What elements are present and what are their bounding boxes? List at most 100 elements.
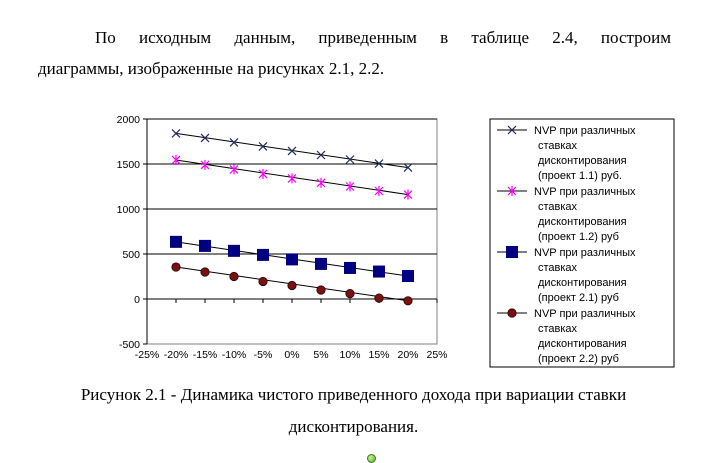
point-marker (228, 244, 240, 257)
data-point (507, 308, 517, 318)
data-point (316, 177, 326, 188)
legend-entry-2: NVP при различных ставках дисконтирования (… (497, 186, 636, 243)
point-marker (374, 293, 384, 303)
tick-labels: -500 0 500 1000 1500 2000 -25% -20% -15% -10% -5% 0… (117, 114, 448, 361)
x-tick-label: -15% (193, 349, 218, 361)
data-point (229, 164, 239, 175)
data-point (344, 261, 356, 274)
point-marker (374, 159, 384, 168)
data-point (345, 288, 355, 299)
y-tick-label: 0 (134, 294, 140, 306)
legend-entry-3: NVP при различных ставках дисконтирования (… (497, 246, 636, 304)
y-tick-label: -500 (119, 339, 140, 351)
data-point (200, 133, 210, 143)
figure-caption: Рисунок 2.1 - Динамика чистого приведенн… (80, 385, 627, 404)
x-tick-label: -25% (135, 349, 160, 361)
point-marker (507, 125, 517, 135)
point-marker (316, 177, 326, 188)
point-marker (507, 186, 517, 196)
plot-area (146, 118, 438, 345)
point-marker (229, 137, 239, 147)
legend-label: (проект 2.2) руб (538, 353, 619, 365)
point-marker (316, 150, 326, 160)
point-marker (258, 276, 268, 287)
point-marker (200, 159, 210, 170)
point-marker (403, 189, 413, 200)
data-point (374, 293, 384, 303)
legend-label: NVP при различных (534, 186, 636, 198)
x-tick-label: 0% (284, 349, 299, 361)
data-point (171, 154, 181, 165)
x-tick-label: 25% (426, 349, 447, 361)
data-point (286, 253, 298, 266)
legend-label: NVP при различных (534, 308, 636, 320)
point-marker (171, 262, 181, 272)
data-point (506, 246, 518, 258)
x-tick-label: -10% (222, 349, 247, 361)
point-marker (229, 271, 239, 282)
legend: NVP при различных ставках дисконтирования (… (497, 125, 636, 365)
data-point (287, 173, 297, 184)
point-marker (373, 265, 385, 278)
data-point (258, 276, 268, 287)
point-marker (287, 280, 297, 291)
data-point (507, 125, 517, 135)
point-marker (374, 186, 384, 196)
point-marker (345, 288, 355, 299)
data-point (403, 296, 413, 306)
legend-label: ставках (538, 140, 578, 152)
x-tick-label: 20% (397, 349, 418, 361)
figure-caption-continued: дисконтирования. (288, 417, 419, 436)
green-dot-icon (367, 454, 376, 463)
point-marker (229, 164, 239, 175)
point-marker (403, 296, 413, 306)
series-1 (171, 128, 413, 173)
legend-label: ставках (538, 323, 578, 335)
legend-label: дисконтирования (538, 338, 627, 350)
legend-label: дисконтирования (538, 277, 627, 289)
point-marker (402, 270, 414, 283)
data-point (257, 248, 269, 261)
x-tick-label: -5% (254, 349, 273, 361)
point-marker (200, 133, 210, 143)
y-tick-label: 2000 (117, 114, 141, 126)
data-point (200, 267, 210, 277)
npv-chart: -500 0 500 1000 1500 2000 -25% -20% -15% -10% -5% 0… (117, 114, 675, 368)
y-tick-label: 1500 (117, 159, 141, 171)
data-point (287, 146, 297, 156)
data-point (315, 257, 327, 270)
data-point (200, 159, 210, 170)
point-marker (316, 285, 326, 295)
legend-label: NVP при различных (534, 125, 636, 137)
point-marker (315, 257, 327, 270)
y-tick-label: 1000 (117, 204, 141, 216)
legend-label: ставках (538, 262, 578, 274)
data-point (199, 239, 211, 252)
point-marker (171, 128, 181, 138)
point-marker (200, 267, 210, 277)
point-marker (507, 308, 517, 318)
point-marker (345, 181, 355, 192)
point-marker (344, 261, 356, 274)
legend-label: (проект 2.1) руб (538, 292, 619, 304)
legend-label: дисконтирования (538, 155, 627, 167)
data-point (229, 137, 239, 147)
point-marker (170, 235, 182, 248)
data-point (374, 159, 384, 168)
point-marker (287, 173, 297, 184)
x-tick-label: 15% (368, 349, 389, 361)
data-point (403, 163, 413, 173)
paragraph-line-1: По исходным данным, приведенным в таблиц… (95, 28, 671, 47)
point-marker (403, 163, 413, 173)
series-2 (171, 154, 413, 200)
data-point (374, 186, 384, 196)
data-point (345, 155, 355, 164)
x-tick-label: 5% (313, 349, 328, 361)
data-point (373, 265, 385, 278)
legend-entry-1: NVP при различных ставках дисконтирования (… (497, 125, 636, 182)
legend-label: NVP при различных (534, 247, 636, 259)
data-point (258, 168, 268, 179)
point-marker (506, 246, 518, 258)
data-point (228, 244, 240, 257)
series-group (170, 128, 414, 306)
